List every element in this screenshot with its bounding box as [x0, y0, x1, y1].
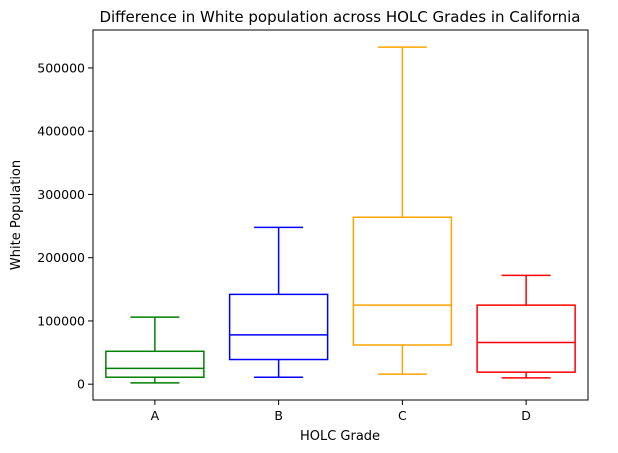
x-tick-label: B: [274, 408, 283, 423]
box-group: [228, 226, 329, 378]
box-series: [105, 46, 576, 384]
chart-title: Difference in White population across HO…: [99, 8, 580, 26]
iqr-box: [105, 350, 205, 378]
iqr-box: [352, 216, 453, 346]
y-axis: 0 100000 200000 300000 400000 500000: [37, 60, 93, 392]
iqr-box: [228, 293, 329, 361]
box-group: [352, 46, 453, 375]
y-tick-label: 300000: [37, 187, 85, 202]
x-tick-label: D: [521, 408, 531, 423]
x-axis: A B C D: [151, 400, 531, 423]
x-tick-label: C: [398, 408, 407, 423]
x-axis-label: HOLC Grade: [300, 429, 380, 444]
y-tick-label: 400000: [37, 124, 85, 139]
y-tick-label: 0: [77, 377, 85, 392]
box-group: [105, 316, 205, 384]
y-tick-label: 500000: [37, 60, 85, 75]
y-tick-label: 200000: [37, 250, 85, 265]
box-group: [476, 274, 576, 379]
y-axis-label: White Population: [9, 160, 24, 270]
plot-area-frame: [92, 29, 589, 401]
x-tick-label: A: [151, 408, 160, 423]
iqr-box: [476, 304, 576, 373]
y-tick-label: 100000: [37, 313, 85, 328]
